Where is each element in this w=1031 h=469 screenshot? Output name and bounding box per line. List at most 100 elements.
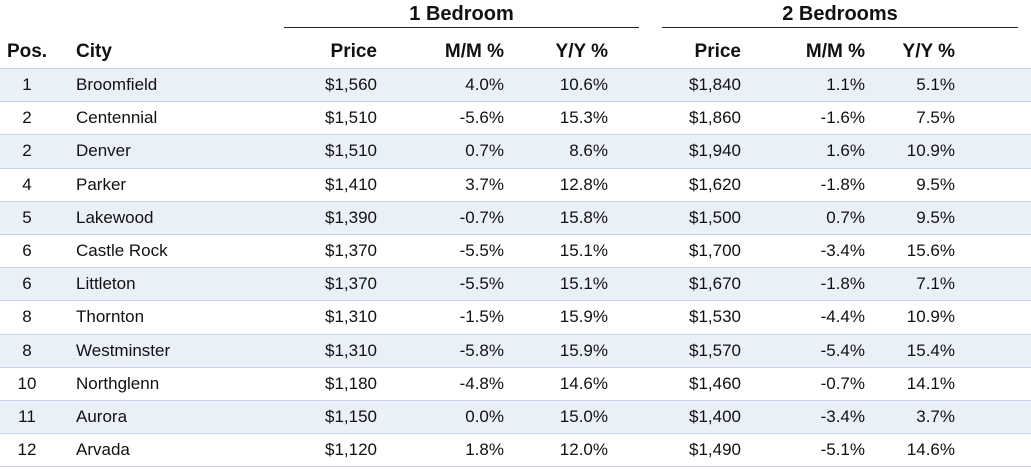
table-row: 8 Thornton $1,310 -1.5% 15.9% $1,530 -4.4% 10.9… bbox=[0, 300, 1031, 334]
cell-price-2br: $1,570 bbox=[689, 340, 741, 360]
header-city: City bbox=[76, 41, 112, 62]
cell-spacer bbox=[626, 434, 648, 467]
table-row: 8 Westminster $1,310 -5.8% 15.9% $1,570 -5.4% 1… bbox=[0, 334, 1031, 368]
cell-mm-1br: 1.8% bbox=[465, 440, 504, 460]
group-rule-2-bedrooms bbox=[662, 27, 1018, 28]
cell-mm-2br: -1.6% bbox=[820, 108, 865, 128]
cell-city: Parker bbox=[76, 174, 127, 194]
cell-city: Westminster bbox=[76, 340, 171, 360]
cell-yy-2br: 5.1% bbox=[916, 75, 955, 95]
cell-price-1br: $1,560 bbox=[325, 75, 377, 95]
cell-pos: 5 bbox=[22, 207, 32, 227]
table-row: 5 Lakewood $1,390 -0.7% 15.8% $1,500 0.7% 9.5% bbox=[0, 201, 1031, 235]
table-row: 2 Denver $1,510 0.7% 8.6% $1,940 1.6% 10.9% bbox=[0, 134, 1031, 169]
group-rule-1-bedroom bbox=[284, 27, 639, 28]
cell-mm-1br: -5.6% bbox=[459, 108, 504, 128]
cell-price-2br: $1,860 bbox=[689, 108, 741, 128]
cell-price-2br: $1,460 bbox=[689, 373, 741, 393]
cell-mm-1br: 4.0% bbox=[465, 75, 504, 95]
cell-spacer bbox=[626, 367, 648, 400]
cell-yy-1br: 12.0% bbox=[559, 440, 608, 460]
cell-tail bbox=[985, 168, 1031, 201]
cell-tail bbox=[985, 400, 1031, 433]
cell-yy-1br: 12.8% bbox=[559, 174, 608, 194]
cell-city: Castle Rock bbox=[76, 241, 168, 261]
cell-price-1br: $1,120 bbox=[325, 440, 377, 460]
table-row: 12 Arvada $1,120 1.8% 12.0% $1,490 -5.1% 14.6% bbox=[0, 433, 1031, 467]
cell-spacer bbox=[626, 201, 648, 234]
cell-mm-1br: -5.5% bbox=[459, 241, 504, 261]
cell-pos: 4 bbox=[22, 174, 32, 194]
cell-spacer bbox=[626, 234, 648, 267]
cell-price-1br: $1,310 bbox=[325, 340, 377, 360]
cell-pos: 2 bbox=[22, 108, 32, 128]
cell-price-1br: $1,510 bbox=[325, 141, 377, 161]
header-mm-1br: M/M % bbox=[444, 41, 504, 62]
table-row: 4 Parker $1,410 3.7% 12.8% $1,620 -1.8% 9.5% bbox=[0, 168, 1031, 202]
cell-spacer bbox=[626, 168, 648, 201]
cell-tail bbox=[985, 367, 1031, 400]
cell-price-1br: $1,390 bbox=[325, 207, 377, 227]
cell-yy-1br: 15.8% bbox=[559, 207, 608, 227]
cell-mm-1br: 0.0% bbox=[465, 406, 504, 426]
cell-mm-1br: -4.8% bbox=[459, 373, 504, 393]
group-header-2-bedrooms: 2 Bedrooms bbox=[782, 3, 898, 25]
table-row: 6 Littleton $1,370 -5.5% 15.1% $1,670 -1.8% 7.1… bbox=[0, 267, 1031, 301]
cell-spacer bbox=[626, 135, 648, 168]
column-header-row: Pos. City Price M/M % Y/Y % Price M/M % … bbox=[0, 36, 1031, 69]
cell-yy-2br: 9.5% bbox=[916, 174, 955, 194]
cell-tail bbox=[985, 334, 1031, 367]
cell-tail bbox=[985, 69, 1031, 102]
cell-price-2br: $1,530 bbox=[689, 307, 741, 327]
cell-city: Broomfield bbox=[76, 75, 158, 95]
cell-pos: 6 bbox=[22, 274, 32, 294]
cell-pos: 6 bbox=[22, 241, 32, 261]
cell-mm-2br: 1.6% bbox=[826, 141, 865, 161]
cell-city: Arvada bbox=[76, 440, 130, 460]
cell-tail bbox=[985, 268, 1031, 301]
cell-yy-2br: 7.5% bbox=[916, 108, 955, 128]
table-row: 1 Broomfield $1,560 4.0% 10.6% $1,840 1.1% 5.1% bbox=[0, 68, 1031, 102]
cell-yy-1br: 14.6% bbox=[559, 373, 608, 393]
cell-yy-2br: 9.5% bbox=[916, 207, 955, 227]
cell-pos: 12 bbox=[17, 440, 37, 460]
cell-mm-2br: -1.8% bbox=[820, 274, 865, 294]
table-row: 6 Castle Rock $1,370 -5.5% 15.1% $1,700 -3.4% 1… bbox=[0, 234, 1031, 268]
table-row: 10 Northglenn $1,180 -4.8% 14.6% $1,460 -0.7% 1… bbox=[0, 367, 1031, 401]
cell-tail bbox=[985, 234, 1031, 267]
cell-city: Littleton bbox=[76, 274, 136, 294]
cell-price-1br: $1,510 bbox=[325, 108, 377, 128]
cell-price-2br: $1,840 bbox=[689, 75, 741, 95]
cell-price-2br: $1,700 bbox=[689, 241, 741, 261]
cell-price-1br: $1,310 bbox=[325, 307, 377, 327]
cell-mm-1br: 0.7% bbox=[465, 141, 504, 161]
table-row: 2 Centennial $1,510 -5.6% 15.3% $1,860 -1.6% 7.… bbox=[0, 101, 1031, 135]
cell-price-1br: $1,180 bbox=[325, 373, 377, 393]
cell-tail bbox=[985, 102, 1031, 135]
cell-yy-2br: 14.1% bbox=[906, 373, 955, 393]
cell-pos: 10 bbox=[17, 373, 37, 393]
header-price-1br: Price bbox=[330, 41, 377, 62]
cell-pos: 8 bbox=[22, 307, 32, 327]
group-header-1-bedroom: 1 Bedroom bbox=[409, 3, 514, 25]
header-mm-2br: M/M % bbox=[805, 41, 865, 62]
cell-yy-2br: 7.1% bbox=[916, 274, 955, 294]
cell-mm-2br: 0.7% bbox=[826, 207, 865, 227]
cell-yy-1br: 15.9% bbox=[559, 307, 608, 327]
cell-yy-2br: 15.6% bbox=[906, 241, 955, 261]
cell-spacer bbox=[626, 268, 648, 301]
cell-mm-1br: 3.7% bbox=[465, 174, 504, 194]
cell-yy-1br: 15.1% bbox=[559, 274, 608, 294]
header-tail bbox=[985, 36, 1031, 69]
cell-yy-1br: 8.6% bbox=[569, 141, 608, 161]
cell-yy-2br: 10.9% bbox=[906, 307, 955, 327]
cell-mm-2br: -1.8% bbox=[820, 174, 865, 194]
cell-price-2br: $1,620 bbox=[689, 174, 741, 194]
cell-mm-2br: -5.1% bbox=[820, 440, 865, 460]
header-price-2br: Price bbox=[694, 41, 741, 62]
cell-mm-1br: -5.5% bbox=[459, 274, 504, 294]
cell-price-2br: $1,940 bbox=[689, 141, 741, 161]
cell-tail bbox=[985, 301, 1031, 334]
cell-tail bbox=[985, 135, 1031, 168]
